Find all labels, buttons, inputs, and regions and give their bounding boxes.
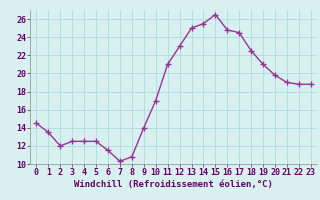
X-axis label: Windchill (Refroidissement éolien,°C): Windchill (Refroidissement éolien,°C): [74, 180, 273, 189]
